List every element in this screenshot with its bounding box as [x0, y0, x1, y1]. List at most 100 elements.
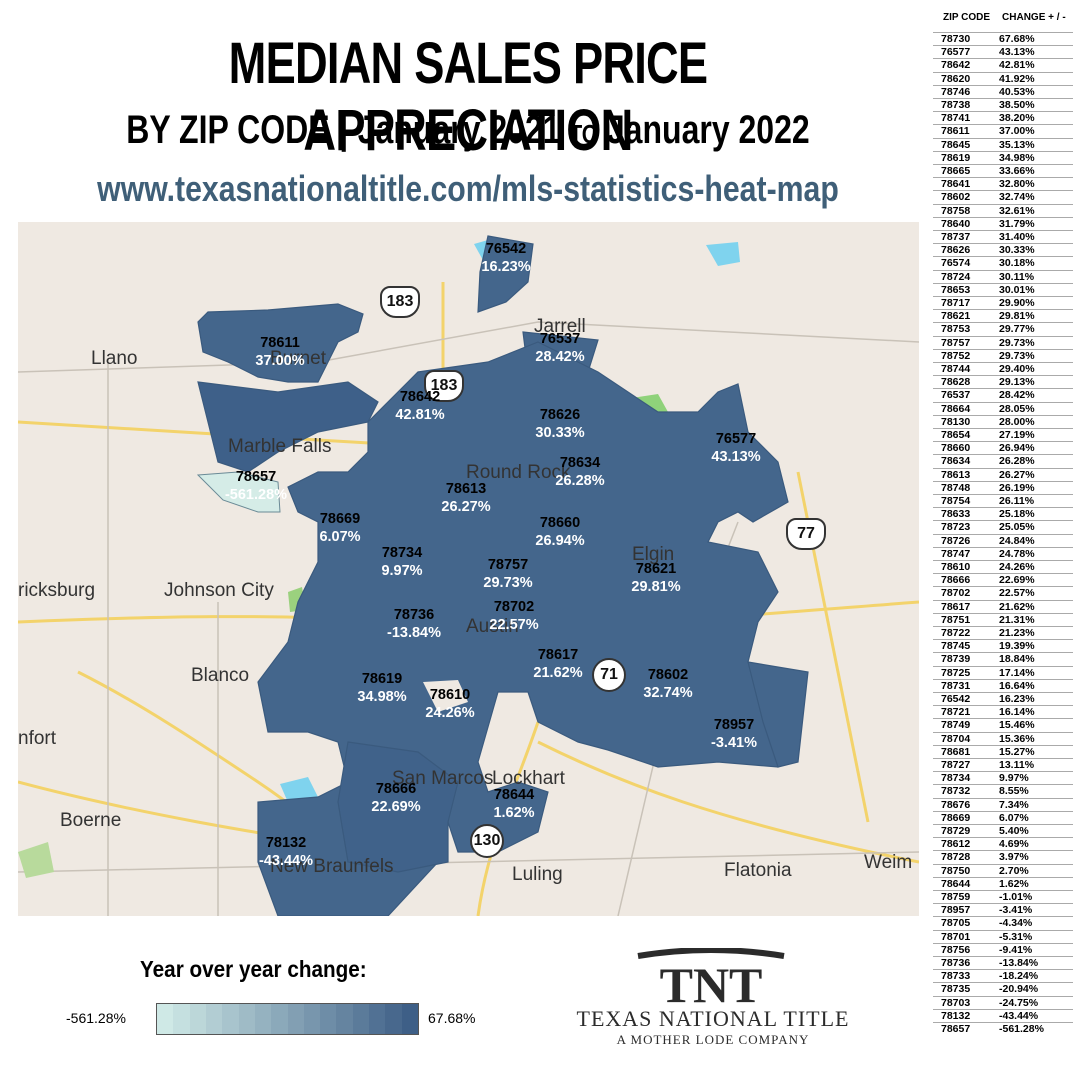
row-change: -561.28% [999, 1023, 1044, 1035]
zip-label[interactable]: 76537 28.42% [535, 330, 584, 366]
zip-label[interactable]: 78621 29.81% [631, 560, 680, 596]
table-row: 78753 29.77% [933, 322, 1073, 336]
zip-label[interactable]: 78626 30.33% [535, 406, 584, 442]
row-zip-code: 78612 [941, 838, 971, 851]
row-zip-code: 78602 [941, 191, 971, 204]
zip-code: 78702 [493, 599, 535, 615]
zip-label[interactable]: 78619 34.98% [357, 670, 406, 706]
table-row: 78665 33.66% [933, 164, 1073, 178]
highway-shield: 71 [592, 658, 626, 692]
zip-label[interactable]: 78660 26.94% [535, 514, 584, 550]
legend-title: Year over year change: [140, 956, 367, 982]
row-zip-code: 78957 [941, 904, 971, 917]
legend-swatch [303, 1004, 321, 1034]
table-row: 78736 -13.84% [933, 956, 1073, 970]
town-label: Jarrell [534, 316, 586, 337]
zip-label[interactable]: 78610 24.26% [425, 686, 474, 722]
row-zip-code: 78759 [941, 891, 971, 903]
zip-code: 78669 [319, 511, 361, 527]
zip-label[interactable]: 78657 -561.28% [225, 468, 287, 504]
table-row: 78725 17.14% [933, 665, 1073, 680]
row-zip-code: 78753 [941, 323, 971, 336]
row-zip-code: 78669 [941, 811, 971, 824]
row-change: 21.31% [999, 613, 1035, 626]
row-change: 6.07% [999, 811, 1029, 824]
row-zip-code: 78132 [941, 1009, 971, 1022]
zip-label[interactable]: 78736 -13.84% [387, 606, 441, 642]
row-zip-code: 78660 [941, 442, 971, 455]
zip-label[interactable]: 78666 22.69% [371, 780, 420, 816]
table-row: 78610 24.26% [933, 560, 1073, 574]
zip-change: -13.84% [386, 625, 442, 641]
zip-label[interactable]: 76542 16.23% [481, 240, 530, 276]
zip-label[interactable]: 78734 9.97% [381, 544, 422, 580]
row-zip-code: 76542 [941, 693, 971, 705]
table-row: 78745 19.39% [933, 639, 1073, 653]
zip-change: 9.97% [381, 563, 423, 579]
row-change: 19.39% [999, 640, 1035, 653]
row-change: 31.40% [999, 231, 1035, 243]
table-row: 78758 32.61% [933, 203, 1073, 218]
website-url[interactable]: www.texasnationaltitle.com/mls-statistic… [97, 168, 839, 209]
row-change: -13.84% [999, 957, 1039, 969]
row-change: 67.68% [999, 33, 1035, 45]
row-zip-code: 78633 [941, 508, 971, 521]
zip-code: 78660 [539, 515, 581, 531]
row-change: 18.84% [999, 653, 1035, 666]
zip-code: 78611 [260, 335, 300, 351]
row-zip-code: 78751 [941, 613, 971, 626]
zip-code: 78634 [559, 455, 601, 471]
zip-change: 32.74% [643, 685, 693, 701]
zip-label[interactable]: 78644 1.62% [493, 786, 534, 822]
zip-label[interactable]: 78634 26.28% [555, 454, 604, 490]
legend-swatch [189, 1004, 206, 1034]
legend-gradient [156, 1003, 419, 1035]
row-change: 40.53% [999, 85, 1035, 98]
row-change: 9.97% [999, 772, 1029, 785]
row-change: 43.13% [999, 46, 1035, 59]
zip-label[interactable]: 76577 43.13% [711, 430, 760, 466]
zip-change: 34.98% [357, 689, 407, 705]
zip-change: -561.28% [224, 487, 288, 503]
row-zip-code: 78717 [941, 297, 971, 309]
zip-label[interactable]: 78702 22.57% [489, 598, 538, 634]
zip-code: 78736 [393, 607, 435, 623]
row-zip-code: 78744 [941, 363, 971, 375]
zip-code: 78657 [235, 469, 277, 485]
row-change: 28.00% [999, 415, 1035, 428]
zip-change: 26.94% [535, 533, 585, 549]
table-row: 78739 18.84% [933, 652, 1073, 666]
zip-label[interactable]: 78757 29.73% [483, 556, 532, 592]
row-zip-code: 78681 [941, 745, 971, 758]
zip-change: 29.81% [631, 579, 681, 595]
zip-label[interactable]: 78613 26.27% [441, 480, 490, 516]
row-zip-code: 78701 [941, 930, 971, 943]
row-zip-code: 78732 [941, 785, 971, 798]
zip-label[interactable]: 78642 42.81% [395, 388, 444, 424]
row-zip-code: 78725 [941, 666, 971, 679]
row-zip-code: 78747 [941, 547, 971, 560]
zip-code: 78602 [647, 667, 689, 683]
header-zip-code: ZIP CODE [943, 12, 991, 23]
table-row: 78634 26.28% [933, 454, 1073, 468]
zip-change: 21.62% [533, 665, 583, 681]
row-zip-code: 78727 [941, 759, 971, 771]
legend-swatch [271, 1004, 288, 1034]
zip-label[interactable]: 78132 -43.44% [259, 834, 313, 870]
table-row: 78751 21.31% [933, 612, 1073, 627]
row-change: 32.80% [999, 178, 1035, 191]
zip-label[interactable]: 78669 6.07% [319, 510, 360, 546]
row-zip-code: 78657 [941, 1023, 971, 1035]
svg-text:TNT: TNT [660, 957, 763, 1006]
row-change: 31.79% [999, 217, 1035, 230]
row-change: 32.74% [999, 191, 1035, 204]
table-row: 76537 28.42% [933, 388, 1073, 402]
legend-swatch [254, 1004, 272, 1034]
zip-label[interactable]: 78611 37.00% [255, 334, 304, 370]
heat-map[interactable]: Llano Burnet Marble Falls ricksburg John… [18, 222, 919, 916]
table-row: 78701 -5.31% [933, 929, 1073, 944]
zip-label[interactable]: 78617 21.62% [533, 646, 582, 682]
zip-code: 78621 [635, 561, 677, 577]
zip-label[interactable]: 78957 -3.41% [711, 716, 757, 752]
zip-label[interactable]: 78602 32.74% [643, 666, 692, 702]
